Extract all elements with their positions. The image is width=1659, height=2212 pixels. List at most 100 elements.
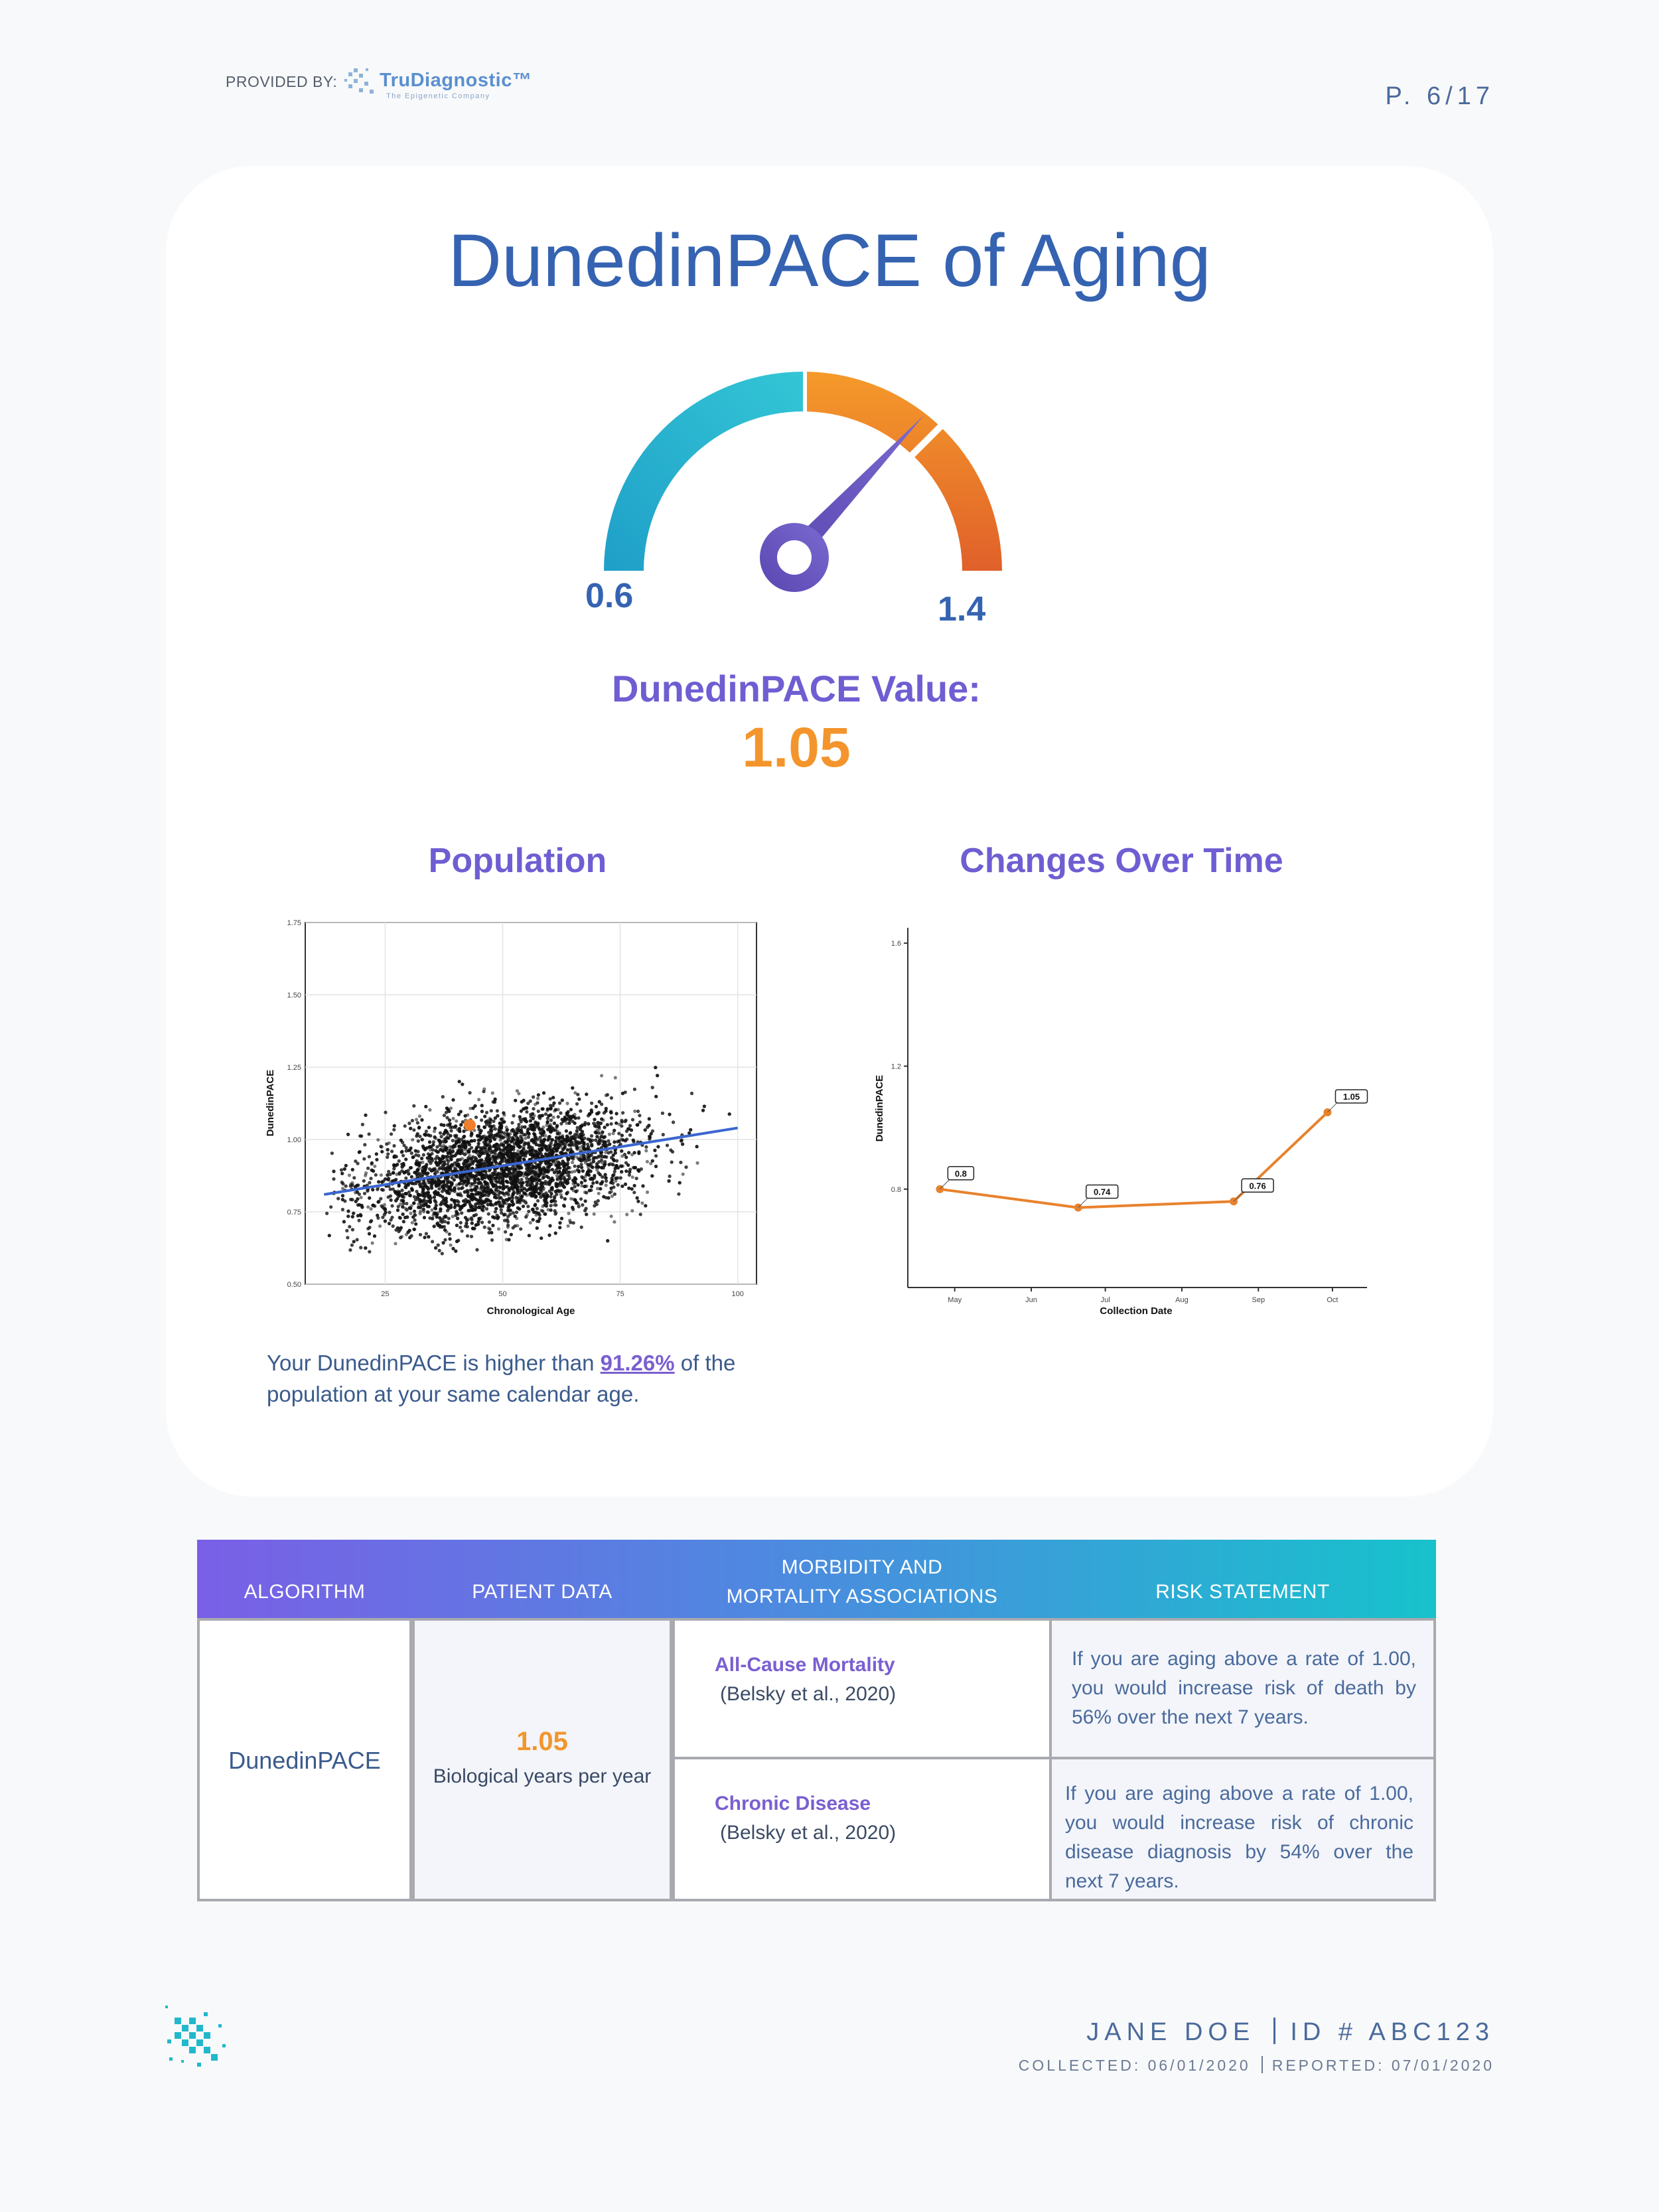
population-point: [341, 1187, 345, 1191]
population-point: [477, 1098, 481, 1102]
gauge-needle: [760, 415, 924, 592]
population-point: [436, 1243, 440, 1247]
population-point: [419, 1209, 423, 1213]
brand-tagline: The Epigenetic Company: [386, 92, 490, 100]
scatter-plot-area: [305, 922, 757, 1285]
population-point: [368, 1181, 372, 1185]
population-point: [449, 1106, 453, 1110]
population-point: [432, 1130, 437, 1134]
population-point: [525, 1176, 529, 1180]
population-point: [504, 1238, 508, 1242]
population-point: [449, 1129, 453, 1133]
population-point: [400, 1188, 404, 1193]
population-point: [618, 1176, 622, 1180]
population-point: [516, 1149, 520, 1153]
population-point: [528, 1220, 532, 1224]
population-point: [638, 1114, 642, 1118]
population-point: [390, 1215, 394, 1219]
population-point: [594, 1138, 598, 1142]
population-point: [395, 1172, 399, 1177]
gauge-min-label: 0.6: [585, 577, 634, 615]
population-point: [600, 1074, 604, 1078]
population-point: [390, 1132, 394, 1136]
population-point: [541, 1209, 545, 1213]
population-point: [469, 1234, 474, 1238]
population-point: [555, 1174, 559, 1178]
population-point: [609, 1215, 613, 1218]
population-point: [340, 1207, 344, 1212]
population-point: [451, 1215, 455, 1218]
population-point: [489, 1109, 493, 1113]
provided-by-label: PROVIDED BY:: [226, 73, 338, 90]
population-point: [640, 1201, 644, 1205]
population-point: [460, 1211, 464, 1215]
population-point: [407, 1122, 411, 1126]
population-point: [520, 1125, 524, 1129]
population-point: [576, 1092, 580, 1096]
population-point: [532, 1107, 536, 1111]
population-point: [449, 1243, 453, 1247]
pace-gauge: [604, 372, 1002, 592]
population-point: [330, 1151, 334, 1155]
population-point: [555, 1177, 559, 1181]
population-point: [538, 1131, 542, 1135]
population-point: [352, 1176, 356, 1180]
population-point: [573, 1091, 577, 1095]
population-point: [532, 1095, 536, 1099]
population-point: [366, 1205, 370, 1209]
population-point: [495, 1109, 499, 1113]
population-point: [592, 1212, 596, 1216]
population-point: [596, 1199, 600, 1203]
pace-value-label: DunedinPACE Value:: [612, 668, 981, 709]
population-point: [604, 1183, 608, 1187]
population-point: [388, 1211, 392, 1215]
population-point: [580, 1184, 584, 1188]
population-point: [415, 1118, 419, 1122]
population-point: [549, 1141, 553, 1145]
population-point: [551, 1115, 555, 1120]
population-point: [461, 1120, 465, 1124]
population-point: [695, 1161, 699, 1165]
population-point: [480, 1220, 484, 1224]
population-point: [437, 1248, 441, 1252]
population-point: [556, 1115, 560, 1119]
population-point: [545, 1123, 549, 1128]
population-point: [428, 1147, 432, 1152]
population-point: [421, 1160, 425, 1164]
population-point: [451, 1125, 455, 1130]
population-point: [410, 1220, 414, 1224]
population-point: [565, 1102, 569, 1106]
population-point: [670, 1160, 674, 1164]
population-point: [559, 1111, 563, 1115]
population-point: [549, 1195, 553, 1199]
population-point: [536, 1096, 540, 1100]
population-point: [609, 1116, 614, 1120]
population-point: [348, 1224, 352, 1228]
population-point: [362, 1179, 366, 1183]
population-point: [620, 1120, 624, 1124]
population-point: [384, 1110, 388, 1114]
population-point: [577, 1116, 581, 1120]
population-point: [430, 1208, 434, 1212]
population-point: [440, 1252, 444, 1256]
population-point: [549, 1204, 553, 1208]
population-point: [417, 1153, 421, 1157]
population-point: [492, 1100, 497, 1104]
population-point: [644, 1145, 648, 1149]
population-point: [357, 1218, 361, 1222]
population-point: [412, 1128, 416, 1132]
population-point: [546, 1208, 550, 1212]
population-point: [630, 1153, 634, 1157]
population-point: [579, 1154, 583, 1158]
population-point: [633, 1109, 637, 1113]
population-point: [376, 1216, 380, 1220]
population-point: [526, 1205, 530, 1209]
population-point: [570, 1170, 574, 1174]
population-point: [413, 1218, 417, 1222]
population-point: [412, 1104, 416, 1108]
population-point: [409, 1151, 413, 1155]
population-point: [483, 1163, 487, 1167]
population-point: [571, 1160, 575, 1165]
population-point: [672, 1120, 676, 1124]
